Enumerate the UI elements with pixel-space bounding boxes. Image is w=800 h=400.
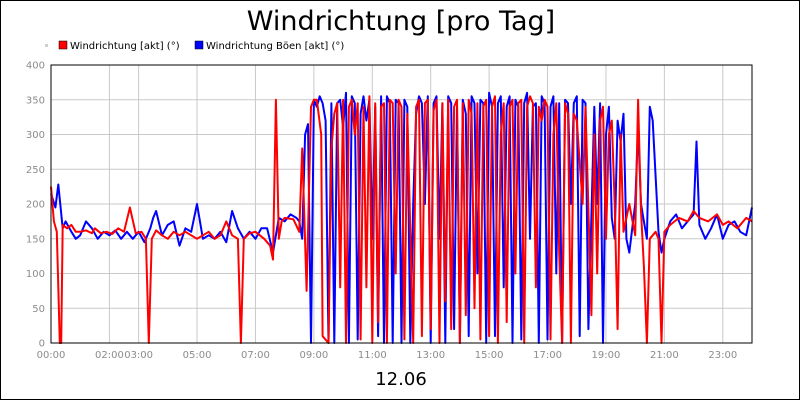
x-tick-label: 19:00: [592, 350, 621, 361]
legend: Windrichtung [akt] (°) Windrichtung Böen…: [45, 40, 344, 52]
x-tick-label: 03:00: [124, 350, 153, 361]
chart-title: Windrichtung [pro Tag]: [247, 6, 555, 37]
y-tick-label: 350: [26, 95, 45, 106]
x-axis-label-date: 12.06: [375, 369, 427, 390]
x-tick-label: 05:00: [183, 350, 212, 361]
series-line-0: [50, 95, 753, 344]
x-tick-label: 23:00: [708, 350, 737, 361]
y-tick-label: 400: [26, 61, 45, 72]
y-axis-ticks: 0 50 100 150 200 250 300 350 400: [26, 61, 45, 350]
legend-marker-empty: [45, 44, 48, 47]
x-tick-label: 00:00: [37, 350, 66, 361]
x-tick-label: 07:00: [241, 350, 270, 361]
plot-area-border: [50, 64, 753, 344]
series-lines: [50, 91, 753, 344]
legend-label-series-1: Windrichtung Böen [akt] (°): [206, 41, 344, 52]
x-tick-label: 09:00: [299, 350, 328, 361]
x-tick-label: 21:00: [650, 350, 679, 361]
y-tick-label: 0: [39, 339, 45, 350]
y-tick-label: 250: [26, 165, 45, 176]
legend-swatch-series-1: [194, 40, 204, 50]
x-tick-label: 17:00: [533, 350, 562, 361]
x-tick-label: 13:00: [416, 350, 445, 361]
y-tick-label: 300: [26, 130, 45, 141]
legend-label-series-0: Windrichtung [akt] (°): [70, 41, 180, 52]
x-tick-label: 15:00: [475, 350, 504, 361]
y-tick-label: 50: [32, 304, 45, 315]
x-tick-label: 02:00: [95, 350, 124, 361]
y-tick-label: 200: [26, 200, 45, 211]
y-tick-label: 150: [26, 234, 45, 245]
y-tick-label: 100: [26, 269, 45, 280]
legend-swatch-series-0: [58, 40, 68, 50]
x-axis-ticks: 00:00 02:00 03:00 05:00 07:00 09:00 11:00 13:00…: [37, 350, 738, 361]
x-tick-label: 11:00: [358, 350, 387, 361]
